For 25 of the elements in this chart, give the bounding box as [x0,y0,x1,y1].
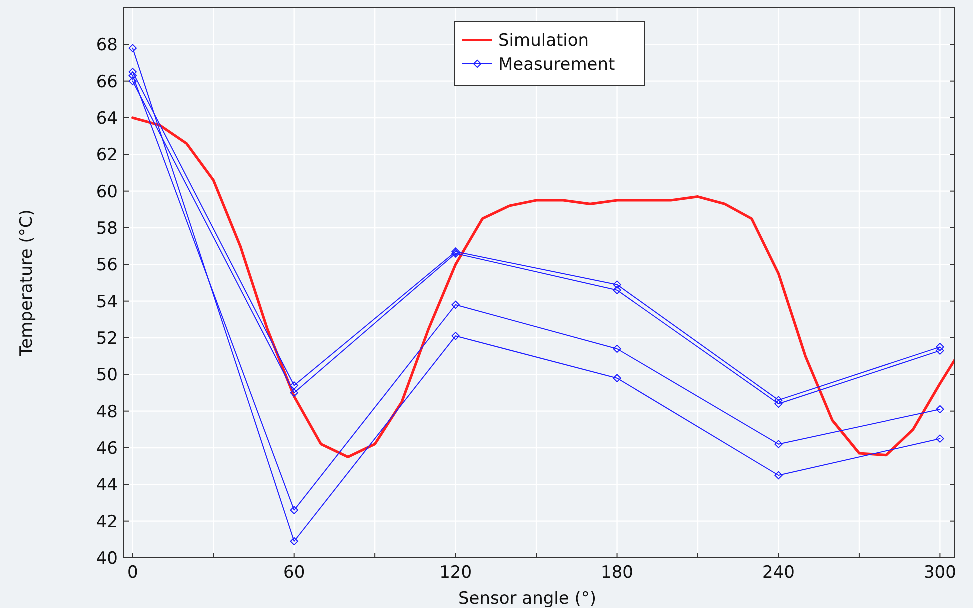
legend-label: Simulation [498,31,590,51]
y-tick-label: 52 [96,329,118,349]
y-tick-label: 44 [96,476,118,496]
y-tick-label: 48 [96,402,118,422]
y-tick-label: 68 [96,36,118,56]
y-tick-label: 46 [96,439,118,459]
y-tick-label: 66 [96,72,118,92]
x-tick-label: 180 [601,563,634,583]
y-tick-label: 50 [96,366,118,386]
y-tick-label: 54 [96,292,118,312]
x-axis-title: Sensor angle (°) [458,589,597,608]
legend-label: Measurement [498,55,616,75]
x-tick-label: 240 [762,563,795,583]
x-tick-label: 120 [440,563,472,583]
y-axis-title: Temperature (°C) [17,210,37,358]
x-tick-label: 0 [127,563,138,583]
y-tick-label: 42 [96,512,118,532]
x-tick-label: 300 [924,563,956,583]
y-tick-label: 60 [96,182,118,202]
x-tick-label: 60 [284,563,306,583]
y-tick-label: 58 [96,219,118,239]
y-tick-label: 62 [96,146,118,166]
y-tick-label: 56 [96,256,118,276]
y-tick-label: 64 [96,109,118,129]
y-tick-label: 40 [96,549,118,569]
